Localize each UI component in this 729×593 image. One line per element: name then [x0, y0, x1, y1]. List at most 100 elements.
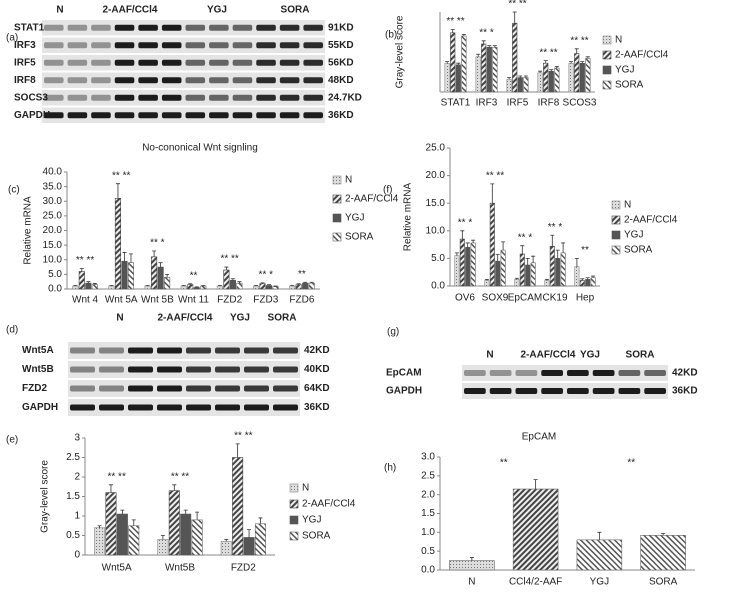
- blot-band: [114, 94, 135, 101]
- group-label: YGJ: [207, 5, 227, 16]
- error-bar: [555, 249, 560, 259]
- blot-band: [44, 59, 64, 66]
- blot-band: [114, 77, 135, 84]
- size-label: 36KD: [672, 386, 698, 397]
- significance: **: [581, 245, 589, 256]
- protein-label: IRF5: [14, 57, 36, 68]
- error-bar: [296, 283, 301, 285]
- y-tick-label: 10.0: [426, 225, 446, 236]
- bar: [180, 285, 187, 290]
- blot-band: [244, 347, 269, 354]
- error-bar: [194, 286, 199, 288]
- bar: [254, 523, 266, 556]
- x-tick-label: Wnt 11: [178, 295, 209, 306]
- blot-band: [303, 42, 323, 49]
- legend-label: 2-AAF/CCl4: [615, 50, 669, 61]
- blot-band: [256, 112, 276, 119]
- error-bar: [131, 519, 136, 526]
- blot-band: [515, 370, 538, 376]
- bar: [475, 56, 481, 93]
- significance: ** **: [508, 0, 526, 10]
- blot-band: [157, 347, 182, 354]
- error-bar: [512, 11, 517, 24]
- error-bar: [574, 48, 579, 54]
- legend-swatch: [602, 50, 612, 60]
- x-tick-label: IRF3: [476, 98, 498, 109]
- error-bar: [267, 284, 272, 286]
- blot-band: [303, 112, 323, 119]
- blot-band: [273, 404, 298, 411]
- y-tick-label: 20.0: [43, 225, 63, 236]
- blot-band: [185, 42, 206, 49]
- blot-band: [186, 385, 211, 392]
- blot-band: [161, 112, 182, 119]
- blot-band: [67, 94, 88, 101]
- error-bar: [585, 277, 590, 280]
- blot-strip: [42, 72, 325, 88]
- blot-band: [186, 347, 211, 354]
- significance: ** **: [112, 170, 130, 181]
- error-bar: [86, 281, 91, 284]
- blot-band: [91, 112, 111, 119]
- blot-band: [114, 24, 135, 31]
- blot-band: [138, 112, 158, 119]
- error-bar: [122, 252, 127, 262]
- protein-label: FZD2: [22, 383, 47, 394]
- bar: [144, 285, 151, 290]
- bar: [555, 258, 561, 287]
- bar: [519, 253, 525, 287]
- blot-band: [209, 94, 229, 101]
- bar: [461, 35, 467, 93]
- error-bar: [152, 250, 157, 257]
- error-bar: [471, 239, 476, 243]
- error-bar: [469, 557, 474, 561]
- significance: ** *: [458, 217, 473, 228]
- y-tick-label: 1.5: [421, 508, 435, 519]
- blot-band: [114, 112, 135, 119]
- blot-band: [273, 366, 298, 373]
- error-bar: [520, 245, 525, 254]
- error-bar: [237, 281, 242, 284]
- y-tick-label: 2.0: [421, 489, 435, 500]
- blot-band: [464, 370, 486, 376]
- panel-label: (d): [6, 325, 18, 336]
- group-label: SORA: [268, 313, 297, 324]
- legend-label: N: [615, 35, 622, 46]
- blot-band: [273, 347, 298, 354]
- x-tick-label: Wnt 5A: [105, 295, 138, 306]
- x-tick-label: FZD2: [231, 563, 256, 574]
- bar: [252, 285, 260, 290]
- group-label: N: [486, 350, 493, 361]
- blot-band: [70, 347, 95, 354]
- significance: **: [190, 270, 198, 281]
- blot-band: [232, 112, 253, 119]
- y-tick-label: 10.0: [43, 254, 63, 265]
- y-tick-label: 3.0: [421, 452, 435, 463]
- group-label: SORA: [281, 5, 310, 16]
- bar: [525, 264, 531, 287]
- error-bar: [254, 285, 259, 287]
- significance: **: [298, 269, 306, 280]
- bar: [191, 519, 203, 556]
- bar: [91, 284, 98, 290]
- protein-label: GAPDH: [386, 386, 422, 397]
- bar: [114, 198, 122, 290]
- blot-band: [273, 385, 298, 392]
- blot-band: [44, 112, 64, 119]
- legend-swatch: [332, 175, 342, 185]
- chart-title: No-cononical Wnt signling: [142, 143, 258, 154]
- blot-strip: [42, 55, 325, 71]
- bar: [193, 287, 200, 290]
- x-tick-label: FZD2: [217, 295, 242, 306]
- x-tick-label: Hep: [576, 293, 595, 304]
- error-bar: [484, 278, 489, 281]
- error-bar: [454, 252, 459, 256]
- blot-band: [489, 388, 512, 394]
- bar: [85, 282, 92, 290]
- x-tick-label: Wnt5A: [102, 563, 132, 574]
- blot-band: [215, 385, 240, 392]
- bar: [590, 277, 596, 287]
- bar: [295, 284, 302, 290]
- error-bar: [258, 517, 263, 524]
- y-tick-label: 0.0: [421, 565, 435, 576]
